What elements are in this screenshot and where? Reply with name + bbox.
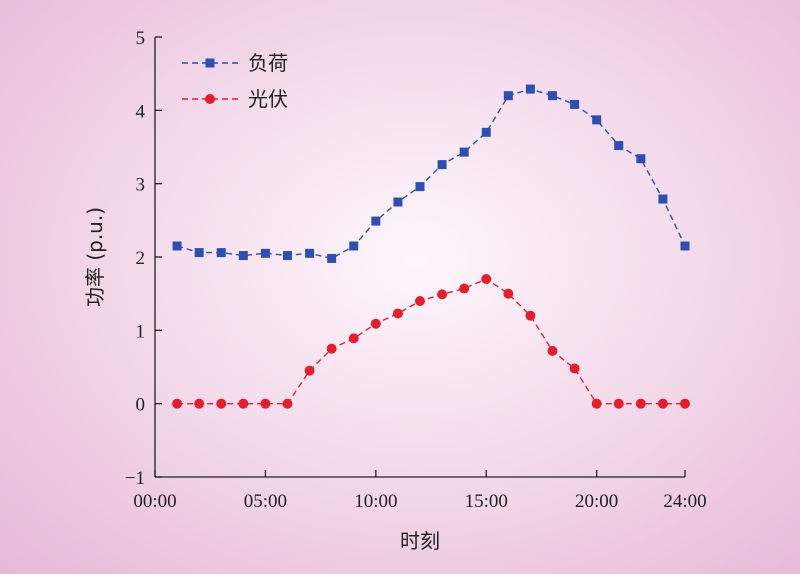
- data-point: [481, 127, 491, 137]
- x-tick-label: 05:00: [244, 491, 287, 512]
- axes: −1 0 1 2 3 4 5 00:00 05:00 10:00 15:00 20:00 24:00: [125, 28, 707, 512]
- data-point: [172, 398, 183, 409]
- data-point: [614, 141, 624, 151]
- data-point: [570, 99, 580, 109]
- data-point: [658, 194, 668, 204]
- data-point: [437, 160, 447, 170]
- data-point: [238, 251, 248, 261]
- data-point: [437, 289, 448, 300]
- x-axis-label: 时刻: [400, 529, 440, 553]
- data-point: [481, 274, 492, 284]
- data-point: [415, 182, 425, 192]
- data-point: [636, 154, 646, 164]
- series-1: [172, 84, 690, 263]
- x-tick-label: 24:00: [663, 491, 706, 512]
- y-tick-label: 4: [136, 101, 146, 122]
- data-point: [260, 248, 270, 258]
- data-point: [392, 308, 403, 319]
- data-point: [283, 251, 292, 261]
- x-tick-label: 15:00: [465, 491, 508, 512]
- data-point: [548, 91, 557, 101]
- data-point: [613, 398, 624, 409]
- x-tick-label: 10:00: [354, 491, 397, 512]
- series-2: [172, 274, 690, 409]
- data-point: [525, 84, 535, 94]
- data-point: [194, 398, 205, 409]
- data-point: [415, 296, 425, 306]
- data-point: [304, 365, 315, 376]
- data-point: [592, 115, 602, 125]
- y-tick-label: 1: [136, 321, 146, 342]
- data-point: [591, 398, 602, 409]
- data-point: [327, 253, 337, 263]
- data-point: [260, 398, 271, 409]
- legend-marker: [205, 58, 215, 68]
- legend-label: 负荷: [248, 51, 288, 75]
- data-point: [657, 398, 668, 409]
- legend-item: 光伏: [182, 87, 288, 111]
- data-point: [305, 248, 315, 258]
- y-tick-label: 0: [136, 395, 146, 416]
- data-point: [216, 248, 226, 258]
- data-point: [393, 197, 403, 207]
- data-point: [371, 216, 381, 226]
- data-point: [282, 398, 293, 409]
- legend-label: 光伏: [248, 87, 288, 111]
- data-point: [370, 318, 381, 329]
- y-tick-label: −1: [125, 468, 145, 489]
- data-point: [349, 241, 359, 251]
- data-point: [680, 241, 690, 251]
- y-tick-label: 3: [136, 175, 146, 196]
- data-point: [635, 398, 646, 409]
- x-tick-label: 00:00: [133, 491, 176, 512]
- data-point: [172, 241, 182, 251]
- data-point: [459, 283, 470, 294]
- data-point: [547, 345, 558, 356]
- data-point: [326, 343, 337, 354]
- y-tick-label: 5: [136, 28, 146, 49]
- data-point: [680, 398, 690, 409]
- y-axis-label: 功率 (p.u.): [83, 207, 107, 307]
- data-point: [525, 310, 536, 321]
- y-tick-label: 2: [136, 248, 146, 269]
- data-point: [503, 91, 513, 101]
- data-point: [238, 398, 249, 409]
- data-point: [459, 147, 469, 157]
- data-point: [503, 288, 514, 299]
- data-point: [569, 363, 580, 374]
- series-layer: [172, 84, 690, 409]
- legend-marker: [205, 94, 215, 104]
- data-point: [216, 398, 227, 409]
- x-tick-label: 20:00: [575, 491, 618, 512]
- data-point: [194, 248, 204, 258]
- legend-item: 负荷: [182, 51, 288, 75]
- data-point: [348, 333, 359, 344]
- series-line: [176, 88, 686, 260]
- series-line: [177, 278, 685, 405]
